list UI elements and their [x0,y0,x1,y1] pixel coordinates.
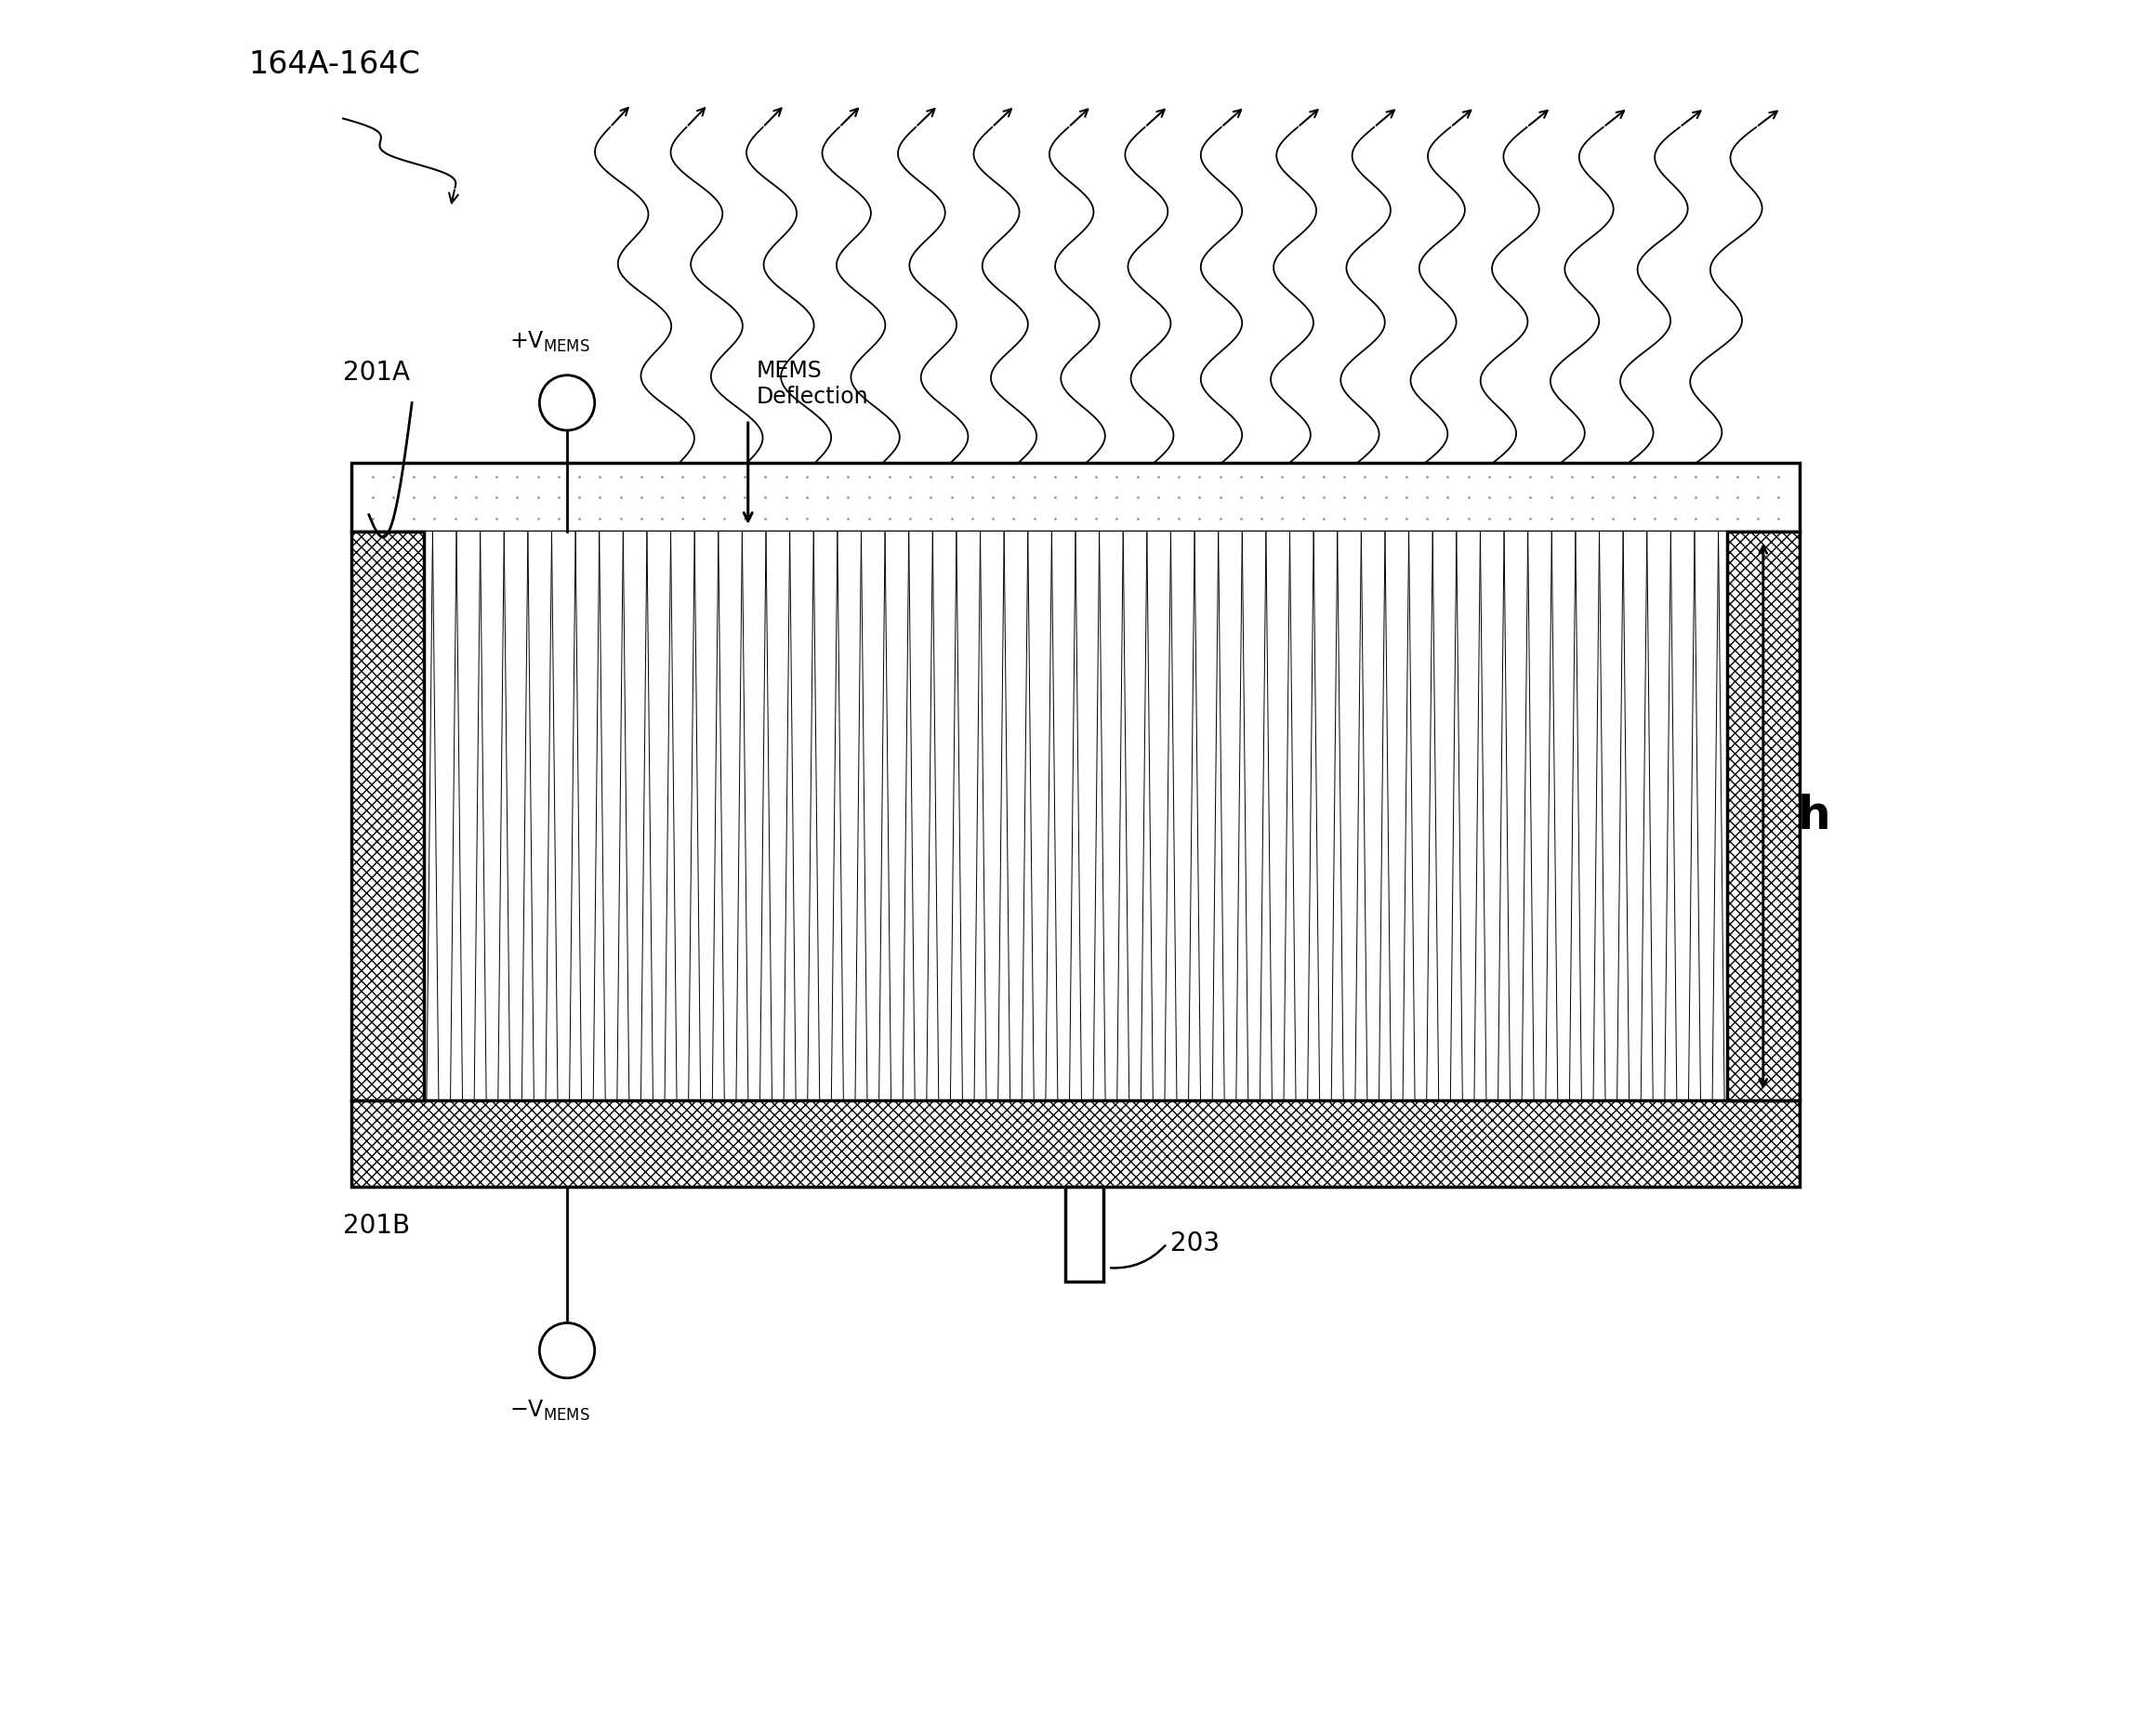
Bar [351,531,424,1101]
Bar [424,531,1727,1101]
Bar [351,464,1800,531]
Bar [351,1101,1800,1187]
Bar [351,531,424,1101]
Text: 201A: 201A [342,359,411,385]
Text: h: h [1798,793,1831,838]
Circle shape [540,1323,594,1378]
Text: MEMS
Deflection: MEMS Deflection [757,359,869,408]
Bar [351,1101,1800,1187]
Text: 201B: 201B [342,1213,411,1240]
Bar [1065,1187,1103,1281]
Text: 203: 203 [1170,1231,1220,1257]
Circle shape [540,375,594,431]
Bar [351,531,424,1101]
Text: 164A-164C: 164A-164C [247,50,419,80]
Bar [1727,531,1800,1101]
Bar [351,1101,1800,1187]
Bar [1727,531,1800,1101]
Text: $-$V$_{\mathregular{MEMS}}$: $-$V$_{\mathregular{MEMS}}$ [510,1399,589,1424]
Text: +V$_{\mathregular{MEMS}}$: +V$_{\mathregular{MEMS}}$ [510,330,589,354]
Bar [1727,531,1800,1101]
